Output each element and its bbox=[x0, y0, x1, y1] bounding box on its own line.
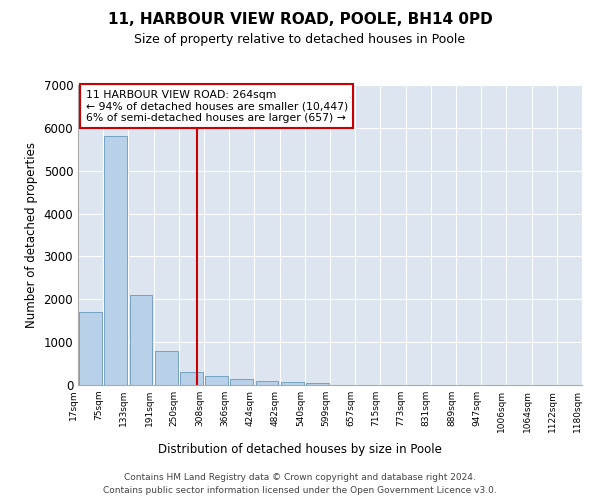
Bar bbox=[205, 376, 228, 385]
Bar bbox=[104, 136, 127, 385]
Bar bbox=[306, 383, 329, 385]
Text: Size of property relative to detached houses in Poole: Size of property relative to detached ho… bbox=[134, 32, 466, 46]
Text: Contains public sector information licensed under the Open Government Licence v3: Contains public sector information licen… bbox=[103, 486, 497, 495]
Bar bbox=[180, 372, 203, 385]
Bar bbox=[155, 350, 178, 385]
Bar bbox=[79, 312, 102, 385]
Bar bbox=[130, 295, 152, 385]
Bar bbox=[256, 380, 278, 385]
Text: Distribution of detached houses by size in Poole: Distribution of detached houses by size … bbox=[158, 442, 442, 456]
Text: Contains HM Land Registry data © Crown copyright and database right 2024.: Contains HM Land Registry data © Crown c… bbox=[124, 472, 476, 482]
Text: 11 HARBOUR VIEW ROAD: 264sqm
← 94% of detached houses are smaller (10,447)
6% of: 11 HARBOUR VIEW ROAD: 264sqm ← 94% of de… bbox=[86, 90, 348, 122]
Bar bbox=[230, 380, 253, 385]
Bar bbox=[281, 382, 304, 385]
Y-axis label: Number of detached properties: Number of detached properties bbox=[25, 142, 38, 328]
Text: 11, HARBOUR VIEW ROAD, POOLE, BH14 0PD: 11, HARBOUR VIEW ROAD, POOLE, BH14 0PD bbox=[107, 12, 493, 28]
